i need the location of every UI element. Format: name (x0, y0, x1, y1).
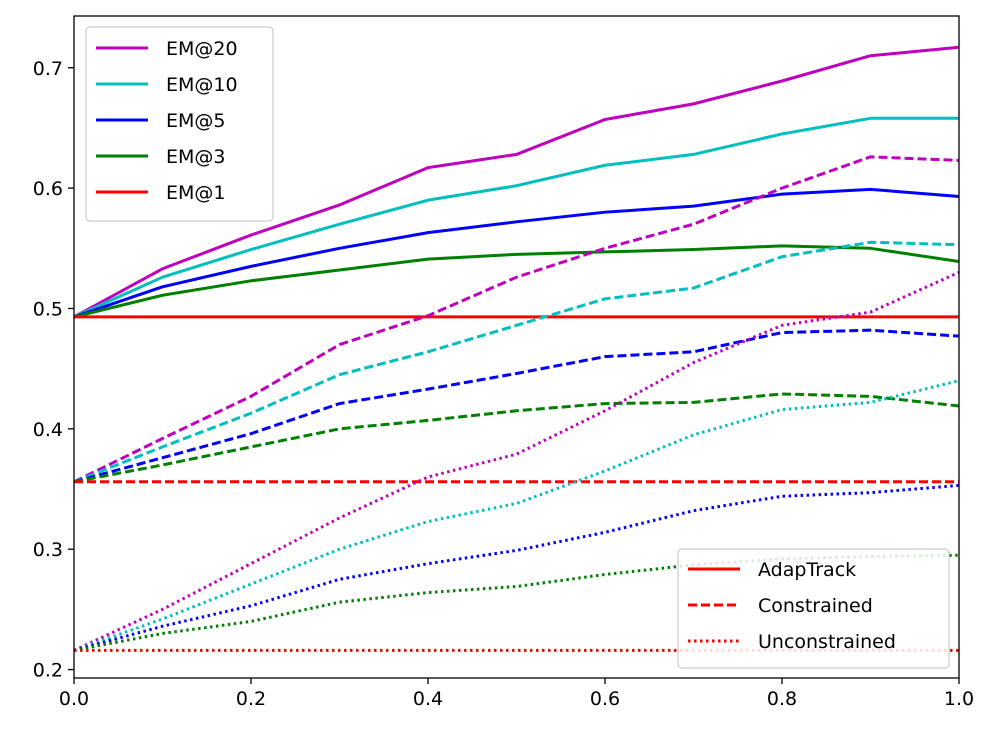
plot-frame (73, 15, 960, 679)
metric-legend: EM@20 EM@10 EM@5 EM@3 EM@1 (85, 26, 274, 222)
legend-label-em5: EM@5 (166, 110, 226, 132)
x-tick-label: 0.4 (413, 688, 443, 710)
y-tick-label: 0.5 (33, 298, 63, 320)
method-legend: AdapTrack Constrained Unconstrained (677, 548, 950, 669)
y-tick-label: 0.3 (33, 539, 63, 561)
x-tick-label: 0.6 (590, 688, 620, 710)
series-line-em20-adaptrack (73, 45, 960, 319)
x-tick-label: 0.2 (236, 688, 266, 710)
legend-label-adaptrack: AdapTrack (758, 559, 856, 581)
series-line-em10-constrained (73, 240, 960, 484)
series-line-em10-unconstrained (73, 379, 960, 652)
series-line-em5-constrained (73, 328, 960, 484)
x-tick-label: 0.0 (59, 688, 89, 710)
series-line-em10-adaptrack (73, 116, 959, 319)
x-tick-label: 1.0 (944, 688, 974, 710)
series-line-em3-constrained (73, 392, 960, 484)
series-line-em3-adaptrack (73, 244, 960, 319)
legend-label-em20: EM@20 (166, 38, 238, 60)
series-line-em5-adaptrack (73, 187, 960, 319)
series-layer (73, 45, 960, 652)
x-axis: 0.0 0.2 0.4 0.6 0.8 1.0 (59, 678, 974, 710)
series-line-em20-unconstrained (73, 271, 960, 652)
legend-label-em3: EM@3 (166, 146, 226, 168)
y-tick-label: 0.6 (33, 178, 63, 200)
legend-label-em1: EM@1 (166, 182, 226, 204)
legend-label-em10: EM@10 (166, 74, 238, 96)
series-line-em20-constrained (73, 155, 960, 484)
y-tick-label: 0.2 (33, 660, 63, 682)
y-axis: 0.2 0.3 0.4 0.5 0.6 0.7 (33, 58, 74, 682)
legend-label-constrained: Constrained (758, 595, 873, 617)
x-tick-label: 0.8 (767, 688, 797, 710)
legend-label-unconstrained: Unconstrained (758, 631, 896, 653)
y-tick-label: 0.4 (33, 419, 63, 441)
series-line-em5-unconstrained (73, 483, 960, 652)
method-legend-box (677, 548, 950, 669)
metric-legend-box (85, 26, 274, 222)
y-tick-label: 0.7 (33, 58, 63, 80)
